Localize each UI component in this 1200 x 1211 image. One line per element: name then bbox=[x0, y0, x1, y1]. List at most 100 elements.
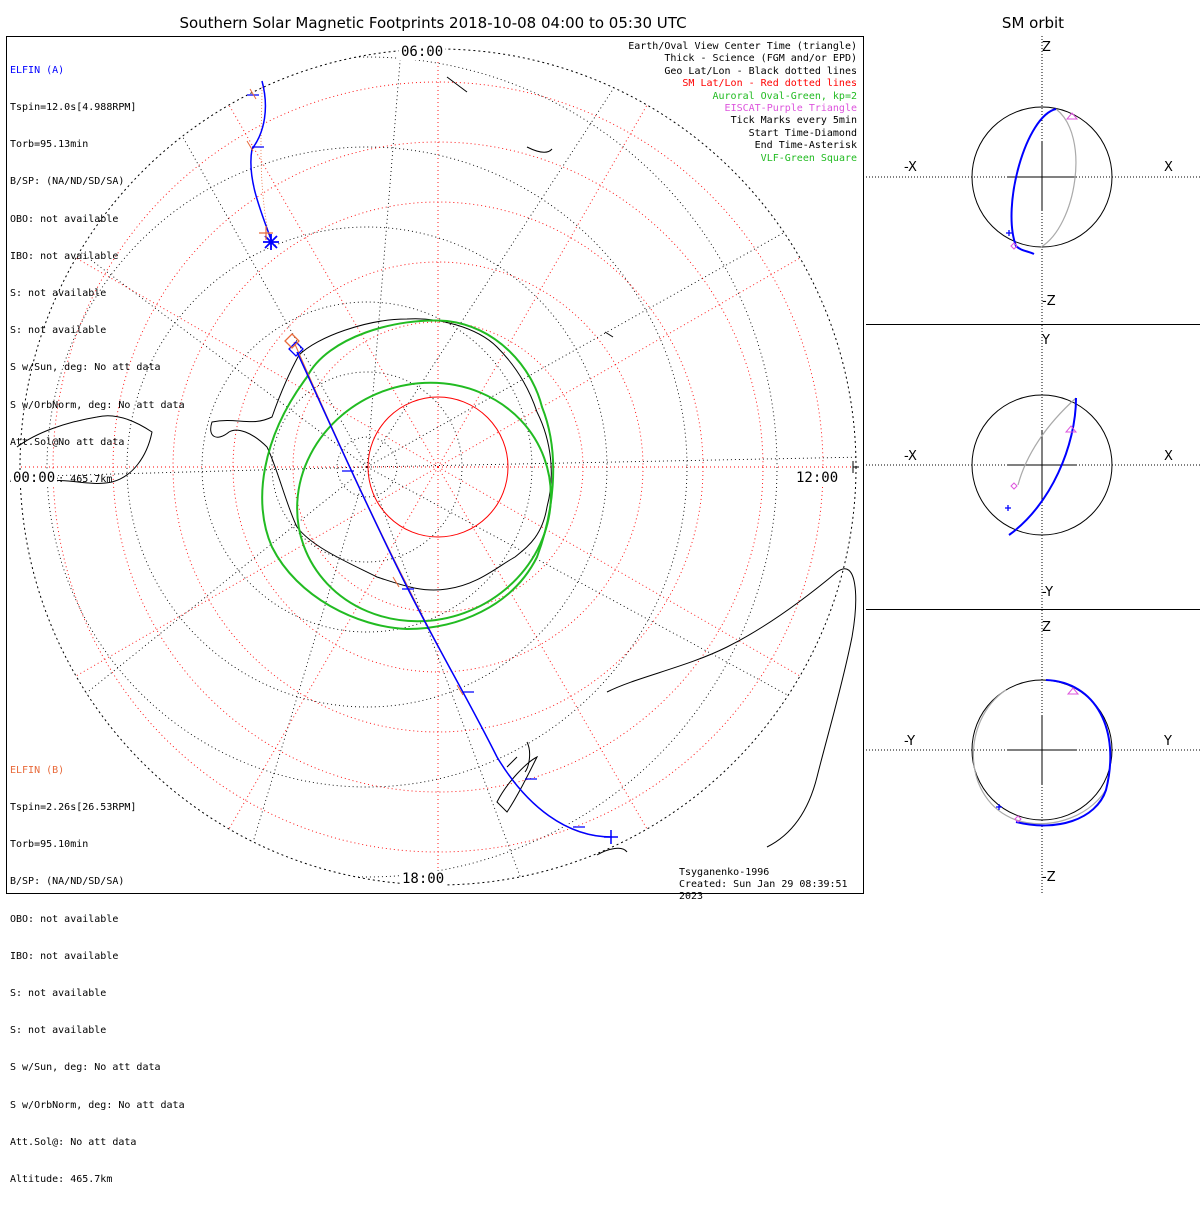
legend-item: Thick - Science (FGM and/or EPD) bbox=[664, 53, 857, 65]
created-credit: Created: Sun Jan 29 08:39:51 2023 bbox=[679, 879, 848, 902]
clock-label-right: 12:00 bbox=[794, 470, 841, 486]
orbit-panel-xz: Z -Z -X X bbox=[866, 36, 1200, 324]
elfin-a-line: IBO: not available bbox=[10, 250, 119, 262]
eiscat-triangle-xz bbox=[1065, 112, 1079, 120]
axis-right-2: X bbox=[1164, 449, 1173, 464]
sm-inner-circle bbox=[367, 396, 509, 538]
axis-left-3: -Y bbox=[904, 734, 916, 749]
elfin-b-ticks bbox=[246, 88, 464, 696]
axis-top-3: Z bbox=[1042, 620, 1051, 635]
south-georgia bbox=[604, 331, 614, 338]
orbit-elfin-xz bbox=[1010, 108, 1057, 255]
orbit-yz-graphic bbox=[866, 610, 1200, 895]
footprint-map: ELFIN (A) Tspin=12.0s[4.988RPM] Torb=95.… bbox=[6, 36, 864, 1185]
elfin-a-line: S: not available bbox=[10, 325, 107, 337]
islands-tasmania bbox=[596, 847, 628, 856]
end-asterisk-xz bbox=[1006, 230, 1012, 236]
elfin-b-end-asterisk bbox=[259, 226, 273, 240]
eiscat-triangle-yz bbox=[1066, 687, 1080, 695]
orbit-panel-title: SM orbit bbox=[1001, 14, 1065, 32]
nz-coast bbox=[506, 741, 531, 773]
antarctica-coast bbox=[210, 318, 552, 591]
elfin-b-line: Tspin=2.26s[26.53RPM] bbox=[10, 802, 137, 814]
legend-item: SM Lat/Lon - Red dotted lines bbox=[682, 78, 857, 90]
end-asterisk-yz bbox=[996, 804, 1002, 810]
elfin-b-line: S: not available bbox=[10, 988, 107, 1000]
axis-left-1: -X bbox=[904, 160, 917, 175]
earth-outline-xy bbox=[971, 394, 1113, 536]
legend: Earth/Oval View Center Time (triangle) T… bbox=[628, 41, 857, 165]
start-diamond-yz bbox=[1014, 815, 1022, 823]
elfin-a-ticks bbox=[247, 94, 585, 828]
elfin-a-info: ELFIN (A) Tspin=12.0s[4.988RPM] Torb=95.… bbox=[10, 40, 185, 511]
orbit-other-xy bbox=[1017, 397, 1077, 486]
elfin-b-line: Altitude: 465.7km bbox=[10, 1174, 113, 1186]
elfin-b-line: S: not available bbox=[10, 1025, 107, 1037]
polar-map-graphic bbox=[16, 48, 859, 886]
eiscat-triangle-xy bbox=[1064, 425, 1078, 433]
elfin-b-info: ELFIN (B) Tspin=2.26s[26.53RPM] Torb=95.… bbox=[10, 740, 185, 1211]
elfin-b-line: IBO: not available bbox=[10, 950, 119, 962]
orbit-other-xz bbox=[1040, 108, 1077, 248]
orbit-other-yz bbox=[972, 689, 1107, 825]
elfin-a-line: S w/OrbNorm, deg: No att data bbox=[10, 399, 185, 411]
orbit-panel-yz: Z -Z -Y Y bbox=[866, 609, 1200, 895]
elfin-b-label: ELFIN (B) bbox=[10, 764, 65, 776]
elfin-a-line: B/SP: (NA/ND/SD/SA) bbox=[10, 176, 125, 188]
elfin-a-track-main bbox=[296, 351, 613, 838]
earth-outline-yz bbox=[971, 679, 1113, 821]
clock-label-bottom: 18:00 bbox=[400, 871, 447, 887]
elfin-a-line: Torb=95.13min bbox=[10, 139, 89, 151]
elfin-b-line: S w/OrbNorm, deg: No att data bbox=[10, 1099, 185, 1111]
axis-bottom-1: -Z bbox=[1042, 294, 1056, 309]
sm-orbit-panels: Z -Z -X X Y -Y -X X bbox=[866, 36, 1200, 895]
elfin-a-end-asterisk bbox=[263, 234, 279, 250]
elfin-b-line: B/SP: (NA/ND/SD/SA) bbox=[10, 876, 125, 888]
clock-label-left: 00:00 bbox=[11, 470, 58, 486]
legend-item: Geo Lat/Lon - Black dotted lines bbox=[664, 65, 857, 77]
axis-top-1: Z bbox=[1042, 40, 1051, 55]
elfin-b-line: Att.Sol@: No att data bbox=[10, 1136, 137, 1148]
rim-ticks bbox=[852, 461, 859, 473]
africa-coast bbox=[606, 568, 857, 848]
axis-bottom-3: -Z bbox=[1042, 870, 1056, 885]
elfin-b-track bbox=[260, 86, 270, 238]
orbit-elfin-yz bbox=[1015, 679, 1112, 827]
elfin-b-line: Torb=95.10min bbox=[10, 839, 89, 851]
axis-right-3: Y bbox=[1164, 734, 1172, 749]
axis-right-1: X bbox=[1164, 160, 1173, 175]
clock-label-top: 06:00 bbox=[399, 44, 446, 60]
orbit-xy-graphic bbox=[866, 325, 1200, 610]
start-diamond-xy bbox=[1010, 482, 1018, 490]
start-diamond-xz bbox=[1010, 242, 1018, 250]
auroral-oval-outer bbox=[261, 319, 555, 631]
axis-bottom-2: -Y bbox=[1042, 585, 1054, 600]
legend-item: Earth/Oval View Center Time (triangle) bbox=[628, 41, 857, 52]
elfin-a-end-marker-bottom bbox=[604, 830, 618, 844]
legend-item: VLF-Green Square bbox=[760, 152, 857, 164]
elfin-a-label: ELFIN (A) bbox=[10, 64, 65, 76]
elfin-a-line: Tspin=12.0s[4.988RPM] bbox=[10, 102, 137, 114]
auroral-oval-inner bbox=[296, 381, 552, 623]
elfin-a-line: S w/Sun, deg: No att data bbox=[10, 362, 161, 374]
australia-coast bbox=[496, 755, 539, 813]
legend-item: Auroral Oval-Green, kp=2 bbox=[712, 90, 858, 102]
legend-item: Start Time-Diamond bbox=[748, 127, 857, 139]
legend-item: End Time-Asterisk bbox=[754, 140, 857, 152]
elfin-b-line: S w/Sun, deg: No att data bbox=[10, 1062, 161, 1074]
orbit-elfin-xy bbox=[1008, 397, 1077, 536]
legend-item: Tick Marks every 5min bbox=[730, 115, 857, 127]
sm-grid bbox=[20, 49, 856, 885]
model-credit: Tsyganenko-1996 bbox=[679, 867, 770, 878]
axis-left-2: -X bbox=[904, 449, 917, 464]
islands-top bbox=[446, 76, 553, 153]
axis-top-2: Y bbox=[1042, 333, 1050, 348]
legend-item: EISCAT-Purple Triangle bbox=[724, 102, 857, 114]
orbit-panel-xy: Y -Y -X X bbox=[866, 324, 1200, 610]
end-asterisk-xy bbox=[1005, 505, 1011, 511]
elfin-a-line: OBO: not available bbox=[10, 213, 119, 225]
coastlines bbox=[16, 76, 857, 856]
credits: Tsyganenko-1996 Created: Sun Jan 29 08:3… bbox=[679, 867, 863, 903]
elfin-a-line: S: not available bbox=[10, 288, 107, 300]
elfin-a-line: Att.Sol@No att data bbox=[10, 436, 125, 448]
